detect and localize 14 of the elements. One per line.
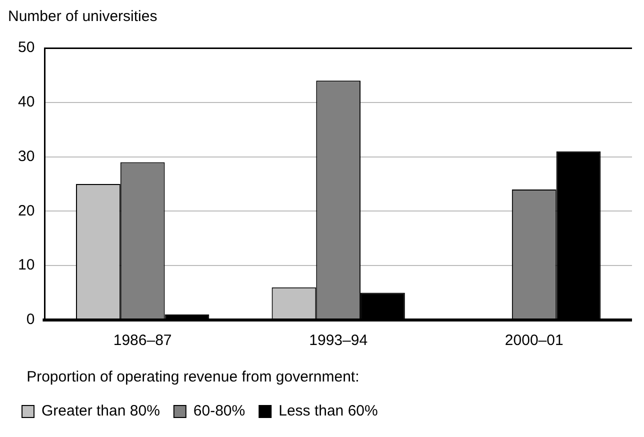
y-tick-label: 0 (26, 311, 35, 328)
y-tick-label: 30 (18, 148, 35, 165)
y-axis-title: Number of universities (8, 8, 158, 25)
legend-title: Proportion of operating revenue from government: (26, 368, 360, 386)
y-tick-label: 20 (18, 202, 35, 220)
y-tick-label: 10 (18, 256, 35, 274)
y-tick-label: 50 (18, 39, 35, 56)
x-tick-label: 1993–94 (309, 332, 368, 350)
legend-label: 60-80% (193, 402, 246, 420)
x-tick-label: 2000–01 (504, 332, 564, 350)
legend-label: Less than 60% (278, 402, 378, 420)
legend-label: Greater than 80% (42, 402, 160, 420)
y-tick-label: 40 (18, 94, 35, 111)
x-tick-label: 1986–87 (113, 332, 172, 350)
